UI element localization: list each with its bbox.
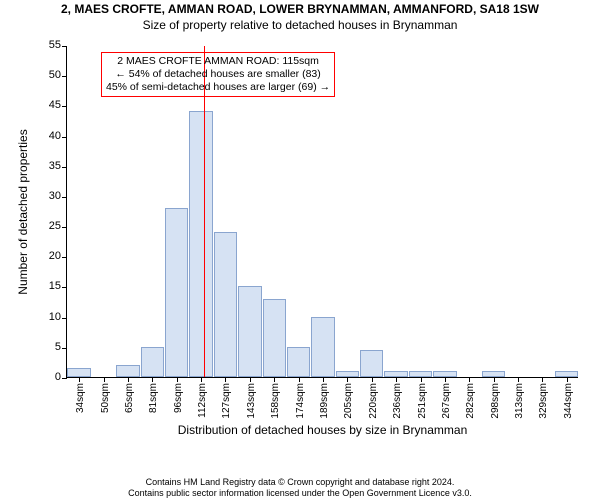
footer-line-1: Contains HM Land Registry data © Crown c… (0, 477, 600, 488)
y-tick-mark (62, 257, 67, 258)
x-tick-label: 205sqm (343, 383, 354, 419)
x-tick-mark (201, 377, 202, 382)
x-tick-label: 313sqm (514, 383, 525, 419)
histogram-bar (311, 317, 334, 377)
x-tick-label: 127sqm (221, 383, 232, 419)
x-tick-mark (421, 377, 422, 382)
x-tick-mark (372, 377, 373, 382)
x-tick-mark (567, 377, 568, 382)
x-tick-mark (104, 377, 105, 382)
annotation-line: 45% of semi-detached houses are larger (… (106, 81, 330, 94)
annotation-box: 2 MAES CROFTE AMMAN ROAD: 115sqm← 54% of… (101, 52, 335, 97)
y-tick-mark (62, 287, 67, 288)
x-tick-label: 112sqm (197, 383, 208, 418)
y-tick-mark (62, 197, 67, 198)
x-tick-mark (274, 377, 275, 382)
x-tick-label: 298sqm (490, 383, 501, 419)
x-tick-label: 236sqm (392, 383, 403, 419)
x-tick-mark (347, 377, 348, 382)
x-tick-label: 174sqm (295, 383, 306, 419)
y-axis-label: Number of detached properties (16, 129, 30, 294)
histogram-bar (263, 299, 286, 377)
x-tick-label: 81sqm (148, 383, 159, 413)
y-tick-mark (62, 318, 67, 319)
x-tick-label: 189sqm (319, 383, 330, 419)
x-tick-label: 267sqm (441, 383, 452, 419)
x-tick-mark (299, 377, 300, 382)
x-tick-mark (225, 377, 226, 382)
y-tick-mark (62, 137, 67, 138)
histogram-bar (141, 347, 164, 377)
y-tick-label: 0 (55, 371, 67, 383)
x-tick-mark (323, 377, 324, 382)
y-tick-mark (62, 167, 67, 168)
x-tick-label: 96sqm (173, 383, 184, 413)
x-tick-mark (396, 377, 397, 382)
histogram-bar (214, 232, 237, 377)
x-tick-mark (250, 377, 251, 382)
annotation-line: 2 MAES CROFTE AMMAN ROAD: 115sqm (106, 55, 330, 68)
plot-area: Number of detached properties Distributi… (66, 46, 578, 378)
x-tick-mark (152, 377, 153, 382)
x-tick-label: 344sqm (563, 383, 574, 419)
y-tick-mark (62, 46, 67, 47)
x-tick-label: 282sqm (465, 383, 476, 419)
chart-title: Size of property relative to detached ho… (0, 18, 600, 32)
x-tick-label: 50sqm (100, 383, 111, 413)
histogram-bar (360, 350, 383, 377)
footer-line-2: Contains public sector information licen… (0, 488, 600, 499)
y-tick-mark (62, 378, 67, 379)
y-tick-mark (62, 348, 67, 349)
histogram-bar (116, 365, 139, 377)
histogram-bar (67, 368, 90, 377)
x-tick-label: 220sqm (368, 383, 379, 419)
x-tick-label: 251sqm (417, 383, 428, 419)
y-tick-label: 55 (49, 39, 67, 51)
x-tick-label: 65sqm (124, 383, 135, 413)
x-tick-mark (79, 377, 80, 382)
x-tick-mark (469, 377, 470, 382)
footer-attribution: Contains HM Land Registry data © Crown c… (0, 477, 600, 499)
y-tick-mark (62, 106, 67, 107)
y-tick-mark (62, 227, 67, 228)
x-tick-label: 34sqm (75, 383, 86, 413)
x-tick-mark (494, 377, 495, 382)
page-title-address: 2, MAES CROFTE, AMMAN ROAD, LOWER BRYNAM… (0, 2, 600, 16)
x-axis-label: Distribution of detached houses by size … (178, 423, 467, 437)
histogram-bar (287, 347, 310, 377)
x-tick-mark (445, 377, 446, 382)
x-tick-mark (542, 377, 543, 382)
y-tick-mark (62, 76, 67, 77)
x-tick-label: 143sqm (246, 383, 257, 419)
x-tick-mark (518, 377, 519, 382)
chart-container: Number of detached properties Distributi… (48, 38, 588, 428)
x-tick-mark (177, 377, 178, 382)
histogram-bar (238, 286, 261, 377)
x-tick-label: 158sqm (270, 383, 281, 419)
histogram-bar (189, 111, 212, 377)
annotation-line: ← 54% of detached houses are smaller (83… (106, 68, 330, 81)
histogram-bar (165, 208, 188, 377)
x-tick-mark (128, 377, 129, 382)
x-tick-label: 329sqm (538, 383, 549, 419)
